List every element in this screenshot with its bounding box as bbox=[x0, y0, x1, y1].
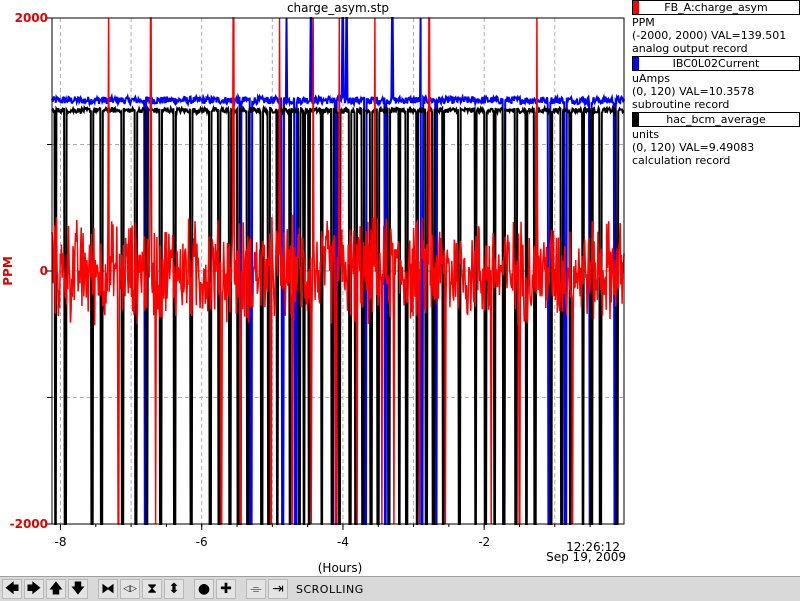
autoscale-button[interactable]: ● bbox=[194, 579, 214, 599]
legend-swatch bbox=[633, 57, 639, 70]
x-tick-label: -4 bbox=[337, 535, 349, 549]
legend-entry-charge-asym: FB_A:charge_asym PPM (-2000, 2000) VAL=1… bbox=[632, 0, 800, 55]
legend-swatch bbox=[633, 113, 639, 126]
x-axis-time-label: 12:26:12 bbox=[566, 540, 620, 554]
legend-record-type: subroutine record bbox=[632, 98, 730, 111]
zoom-out-x-button[interactable]: ◁▷ bbox=[120, 579, 140, 599]
legend-series-button[interactable]: hac_bcm_average bbox=[632, 112, 800, 127]
x-tick-label: -2 bbox=[478, 535, 490, 549]
legend-series-button[interactable]: IBC0L02Current bbox=[632, 56, 800, 71]
legend-entry-hac-bcm-average: hac_bcm_average units (0, 120) VAL=9.490… bbox=[632, 112, 800, 167]
scroll-mode-button[interactable]: ⇥ bbox=[268, 579, 288, 599]
pan-up-button[interactable]: 🡅 bbox=[46, 579, 66, 599]
legend: FB_A:charge_asym PPM (-2000, 2000) VAL=1… bbox=[632, 0, 800, 168]
zoom-in-x-button[interactable]: ⧓ bbox=[98, 579, 118, 599]
x-tick-label: -8 bbox=[54, 535, 66, 549]
legend-entry-ibc0l02-current: IBC0L02Current uAmps (0, 120) VAL=10.357… bbox=[632, 56, 800, 111]
legend-units: units bbox=[632, 128, 660, 141]
y-tick-label: 2000 bbox=[15, 11, 48, 25]
legend-series-name: IBC0L02Current bbox=[672, 57, 760, 70]
status-text: SCROLLING bbox=[296, 582, 364, 596]
chart[interactable]: 2000 0 -2000 PPM -8 -6 -4 -2 bbox=[0, 0, 630, 576]
x-axis-title: (Hours) bbox=[317, 561, 363, 575]
legend-record-type: calculation record bbox=[632, 154, 731, 167]
legend-range: (0, 120) VAL=9.49083 bbox=[632, 141, 755, 154]
y-tick-label: 0 bbox=[40, 264, 48, 278]
zoom-box-button[interactable]: ⌯ bbox=[246, 579, 266, 599]
add-button[interactable]: ✚ bbox=[216, 579, 236, 599]
legend-range: (-2000, 2000) VAL=139.501 bbox=[632, 29, 787, 42]
legend-series-button[interactable]: FB_A:charge_asym bbox=[632, 0, 800, 15]
legend-range: (0, 120) VAL=10.3578 bbox=[632, 85, 755, 98]
legend-units: uAmps bbox=[632, 72, 670, 85]
x-axis-date-label: Sep 19, 2009 bbox=[546, 550, 626, 564]
legend-series-name: FB_A:charge_asym bbox=[664, 1, 768, 14]
zoom-out-y-button[interactable]: ⬍ bbox=[164, 579, 184, 599]
legend-record-type: analog output record bbox=[632, 42, 748, 55]
pan-right-button[interactable]: 🡆 bbox=[24, 579, 44, 599]
y-tick-label: -2000 bbox=[10, 517, 48, 531]
pan-left-button[interactable]: 🡄 bbox=[2, 579, 22, 599]
axis-layer: 2000 0 -2000 PPM -8 -6 -4 -2 bbox=[1, 11, 625, 549]
series-line-ibc0l02-current bbox=[51, 17, 625, 525]
legend-series-name: hac_bcm_average bbox=[666, 113, 766, 126]
series-line-charge-asym bbox=[51, 17, 625, 525]
pan-down-button[interactable]: 🡇 bbox=[68, 579, 88, 599]
x-tick-label: -6 bbox=[196, 535, 208, 549]
series-layer bbox=[51, 17, 625, 525]
legend-units: PPM bbox=[632, 16, 655, 29]
y-axis-title: PPM bbox=[1, 256, 15, 286]
toolbar: 🡄 🡆 🡅 🡇 ⧓ ◁▷ ⧗ ⬍ ● ✚ ⌯ ⇥ SCROLLING bbox=[0, 576, 800, 601]
zoom-in-y-button[interactable]: ⧗ bbox=[142, 579, 162, 599]
plot-title: charge_asym.stp bbox=[286, 1, 390, 15]
legend-swatch bbox=[633, 1, 639, 14]
